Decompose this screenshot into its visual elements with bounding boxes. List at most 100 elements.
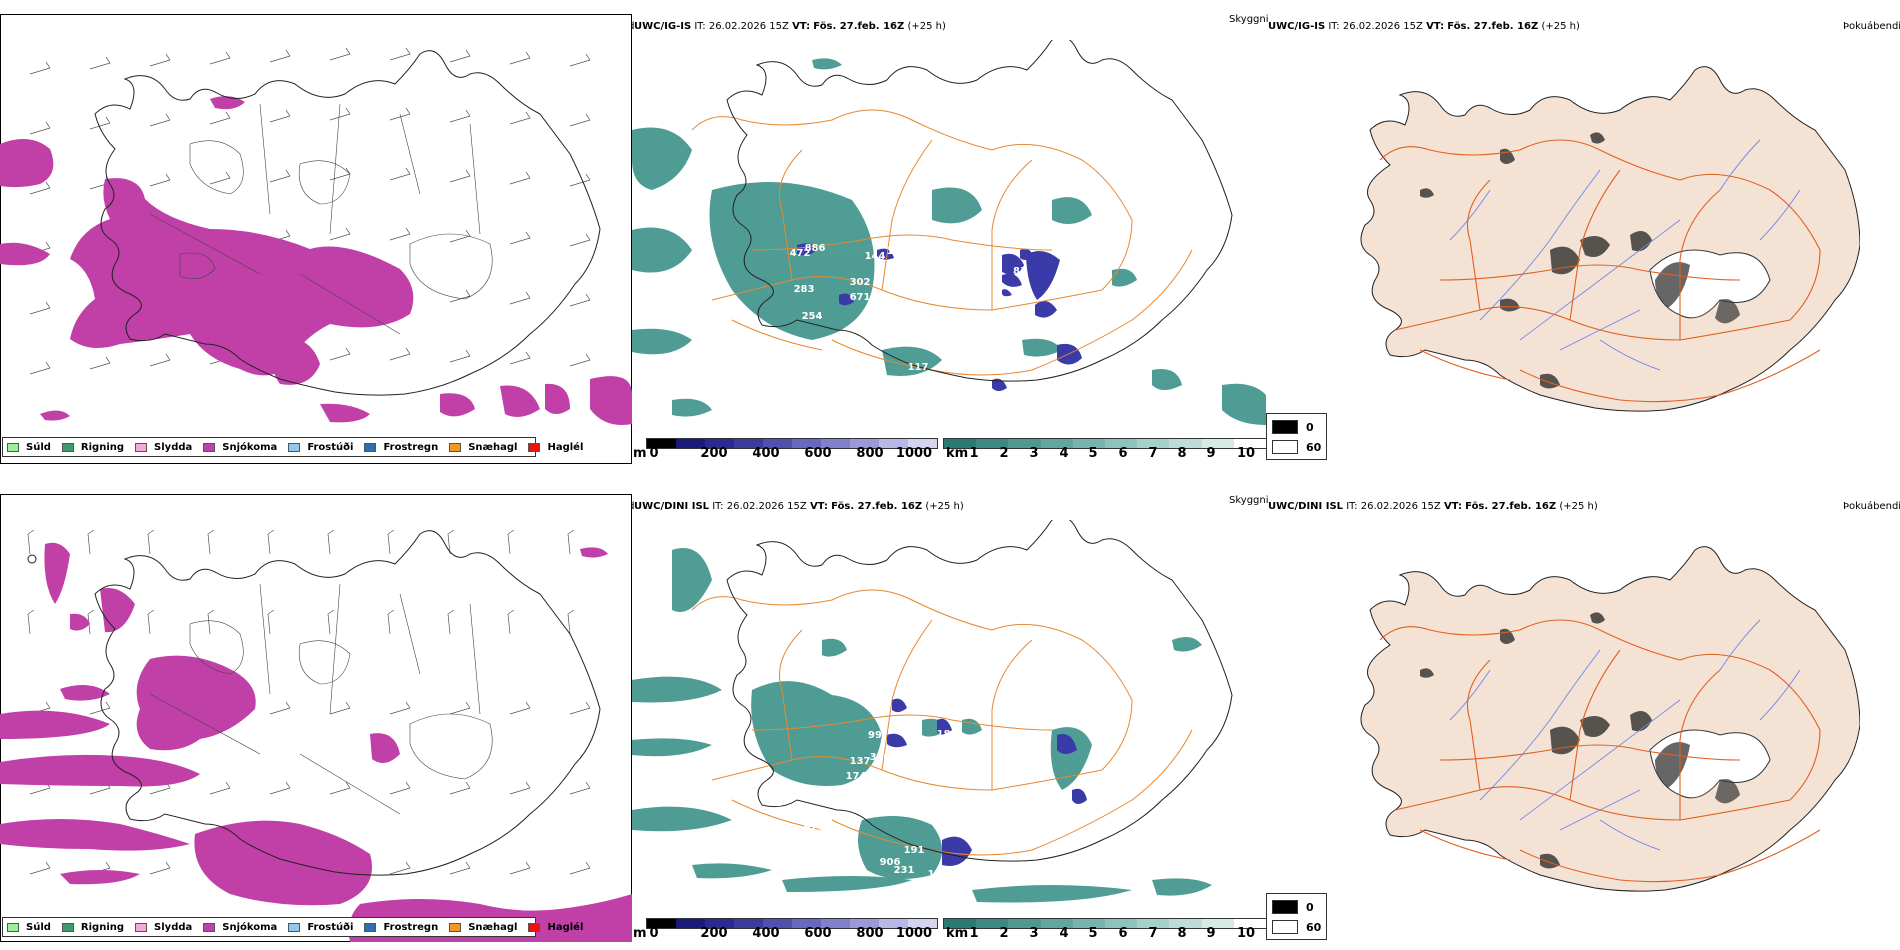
legend-swatch — [528, 442, 541, 452]
panel-title: UWC/DINI ISL IT: 26.02.2026 15Z VT: Fös.… — [634, 501, 964, 512]
cloud-label: 671 — [850, 292, 871, 303]
cbar-tick: 400 — [752, 926, 780, 941]
cbar-tick: 200 — [700, 446, 728, 461]
cloudbase-unit: m — [633, 926, 647, 941]
cloud-label: 189 — [937, 729, 958, 740]
legend-item-frostregn: Frostregn — [364, 442, 438, 453]
cbar-tick: 600 — [804, 446, 832, 461]
cloud-label: 390 — [870, 752, 891, 763]
legend-item-sudl: Súld — [7, 442, 51, 453]
terrain-contours — [149, 583, 493, 815]
vbar-tick: 10 — [1236, 926, 1256, 941]
roads — [1379, 139, 1821, 403]
vbar-tick: 5 — [1088, 446, 1098, 461]
fog-swatch — [1272, 920, 1298, 934]
vbar-tick: 6 — [1118, 926, 1128, 941]
iceland-coastline — [94, 50, 601, 396]
cloud-label: 117 — [908, 362, 929, 373]
fog-label: Þokuábendi — [1843, 21, 1900, 32]
fog-map — [1360, 546, 1860, 892]
cloud-label: 460 — [1010, 307, 1031, 318]
visibility-map: 886 472 144 148 147 302 671 283 254 83 4… — [632, 40, 1266, 425]
vbar-tick: 4 — [1059, 926, 1069, 941]
visibility-field — [632, 58, 1266, 425]
cloud-label: 886 — [805, 243, 826, 254]
legend-swatch — [61, 442, 74, 452]
cloud-label: 174 — [846, 771, 867, 782]
legend-item-frostudi: Frostúði — [288, 442, 353, 453]
cloud-label: 302 — [850, 277, 871, 288]
legend-item-rigning: Rigning — [61, 922, 124, 933]
cbar-tick: 800 — [856, 926, 884, 941]
visibility-colorbar — [943, 438, 1267, 449]
roads — [691, 109, 1193, 376]
vbar-tick: 4 — [1059, 446, 1069, 461]
cloud-label: 147 — [934, 246, 955, 257]
cbar-tick: 1000 — [895, 926, 933, 941]
legend-swatch — [364, 442, 377, 452]
legend-swatch — [449, 442, 462, 452]
fog-patches — [1420, 132, 1652, 389]
fog-legend: 0 60 — [1266, 893, 1327, 940]
cbar-tick: 1000 — [895, 446, 933, 461]
legend-item-haglel: Haglél — [528, 442, 583, 453]
panel-title: UWC/DINI ISL IT: 26.02.2026 15Z VT: Fös.… — [1268, 501, 1598, 512]
cloud-label: 191 — [904, 845, 925, 856]
fog-legend-row: 60 — [1272, 920, 1321, 934]
fog-swatch — [1272, 420, 1298, 434]
vbar-tick: 2 — [999, 446, 1009, 461]
vbar-tick: 3 — [1029, 446, 1039, 461]
visibility-label: Skyggni — [1229, 495, 1269, 506]
visibility-label: Skyggni — [1229, 14, 1269, 25]
visibility-colorbar — [943, 918, 1267, 929]
legend-swatch — [364, 922, 377, 932]
legend-swatch — [288, 442, 301, 452]
cloudbase-field — [887, 698, 1087, 866]
iceland-coastline — [726, 40, 1233, 382]
cloudbase-colorbar — [646, 438, 938, 449]
vbar-tick: 6 — [1118, 446, 1128, 461]
legend-item-slydda: Slydda — [135, 922, 192, 933]
panel-title: UWC/IG-IS IT: 26.02.2026 15Z VT: Fös. 27… — [1268, 21, 1580, 32]
visibility-unit: km — [946, 926, 969, 941]
fog-patches — [1420, 612, 1652, 869]
cloud-label: 148 — [887, 246, 908, 257]
legend-swatch — [449, 922, 462, 932]
precip-type-map — [0, 14, 632, 464]
vbar-tick: 10 — [1236, 446, 1256, 461]
legend-item-snjokoma: Snjókoma — [203, 922, 277, 933]
vbar-tick: 1 — [969, 926, 979, 941]
cloud-label: 976 — [804, 822, 825, 833]
panel-title: UWC/IG-IS IT: 26.02.2026 15Z VT: Fös. 27… — [634, 21, 946, 32]
legend-swatch — [135, 922, 148, 932]
cloud-label: 99 — [868, 730, 882, 741]
roads — [691, 589, 1193, 856]
fog-legend-row: 0 — [1272, 900, 1314, 914]
cbar-tick: 200 — [700, 926, 728, 941]
legend-item-snaehagl: Snæhagl — [449, 922, 517, 933]
cloud-label: 252 — [922, 265, 943, 276]
vbar-tick: 7 — [1148, 446, 1158, 461]
cbar-tick: 0 — [649, 446, 659, 461]
legend-swatch — [288, 922, 301, 932]
cloud-label: 105 — [1011, 743, 1032, 754]
vbar-tick: 5 — [1088, 926, 1098, 941]
cloud-label: 145 — [1000, 758, 1021, 769]
visibility-map: 798 189 99 276 137 390 240 174 759 105 1… — [632, 520, 1233, 903]
legend-item-frostregn: Frostregn — [364, 922, 438, 933]
cloud-label: 254 — [802, 311, 823, 322]
legend-swatch — [203, 922, 216, 932]
fog-legend-row: 60 — [1272, 440, 1321, 454]
cloud-label: 240 — [890, 760, 911, 771]
cloudbase-labels: 798 189 99 276 137 390 240 174 759 105 1… — [717, 725, 1032, 880]
legend-item-haglel: Haglél — [528, 922, 583, 933]
vbar-tick: 8 — [1177, 926, 1187, 941]
fog-swatch — [1272, 440, 1298, 454]
precip-legend: Súld Rigning Slydda Snjókoma Frostúði Fr… — [2, 437, 583, 457]
legend-swatch — [528, 922, 541, 932]
cloudbase-labels: 886 472 144 148 147 302 671 283 254 83 4… — [790, 243, 1076, 389]
land — [1360, 546, 1860, 892]
legend-item-rigning: Rigning — [61, 442, 124, 453]
cloud-label: 83 — [1013, 266, 1027, 277]
cloud-label: 283 — [794, 284, 815, 295]
